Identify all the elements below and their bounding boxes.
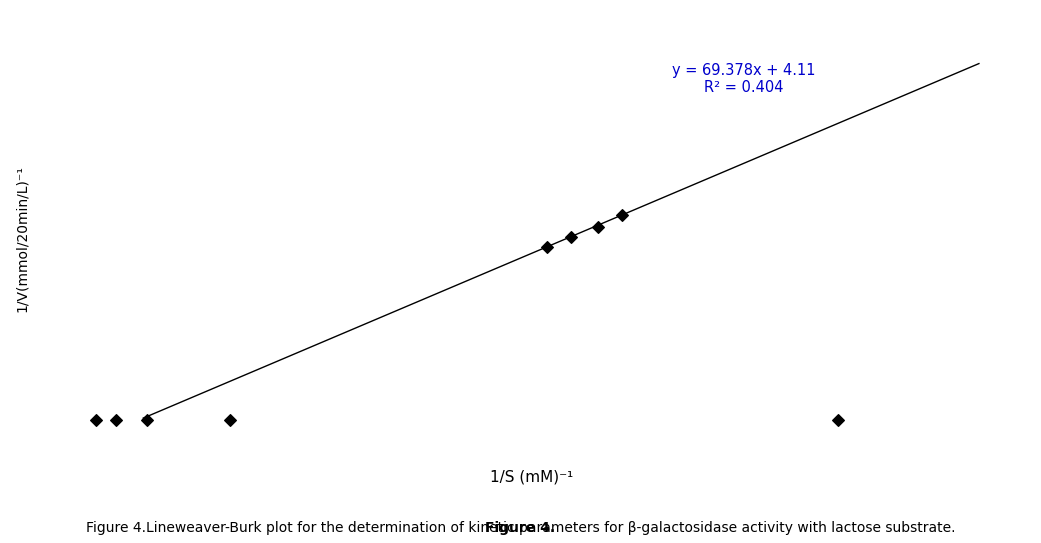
Point: [539, 243, 556, 251]
Point: [222, 416, 238, 425]
X-axis label: 1/S (mM)⁻¹: 1/S (mM)⁻¹: [490, 470, 574, 484]
Point: [613, 210, 630, 219]
Text: Figure 4.Lineweaver-Burk plot for the determination of kinetic parameters for β-: Figure 4.Lineweaver-Burk plot for the de…: [85, 521, 956, 535]
Point: [590, 223, 607, 231]
Point: [562, 232, 579, 241]
Point: [830, 416, 846, 425]
Y-axis label: 1/V(mmol/20min/L)⁻¹: 1/V(mmol/20min/L)⁻¹: [15, 165, 29, 312]
Point: [138, 416, 155, 425]
Point: [87, 416, 104, 425]
Text: Figure 4.: Figure 4.: [485, 521, 556, 535]
Text: y = 69.378x + 4.11
R² = 0.404: y = 69.378x + 4.11 R² = 0.404: [671, 63, 815, 96]
Point: [107, 416, 124, 425]
